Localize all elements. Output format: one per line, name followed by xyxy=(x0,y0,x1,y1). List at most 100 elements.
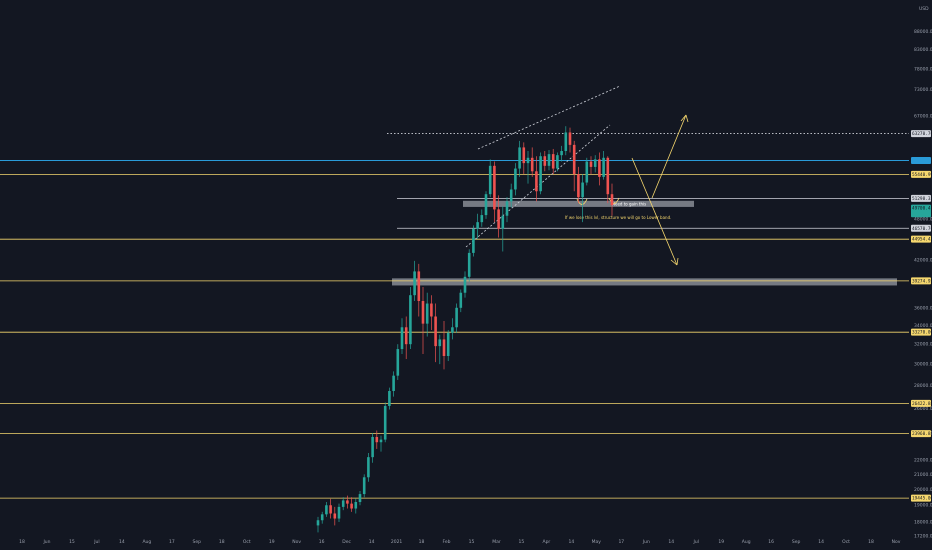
x-tick-label: 15 xyxy=(69,539,75,545)
price-badge-label: 44954.43 xyxy=(912,237,932,243)
candle-body xyxy=(442,339,446,356)
x-tick-label: Apr xyxy=(543,539,551,545)
candle-body xyxy=(476,222,479,229)
price-axis[interactable]: USD 88000.00 83000.00 78000.00 73000.00 6700… xyxy=(914,6,932,540)
x-tick-label: 15 xyxy=(519,539,525,545)
candle-body xyxy=(350,503,353,509)
candle-body xyxy=(320,514,324,521)
price-badge xyxy=(911,210,931,218)
x-tick-label: 14 xyxy=(569,539,575,545)
candle-body xyxy=(367,457,370,478)
x-tick-label: 18 xyxy=(868,539,874,545)
price-badge-label: 55440.99 xyxy=(912,172,932,178)
x-tick-label: Feb xyxy=(443,539,451,545)
candle-body xyxy=(526,157,530,164)
candle-body xyxy=(585,161,589,183)
x-tick-label: 18 xyxy=(19,539,25,545)
currency-label: USD xyxy=(919,6,929,12)
x-tick-label: Aug xyxy=(142,539,151,545)
candle-body xyxy=(371,436,374,458)
candle-body xyxy=(467,252,471,277)
candle-body xyxy=(543,156,547,166)
y-tick-label: 18000.00 xyxy=(914,519,932,525)
candle-body xyxy=(446,332,450,356)
candle-body xyxy=(404,327,408,345)
projection-down-arrow-line[interactable] xyxy=(631,157,678,266)
y-tick-label: 32000.00 xyxy=(914,342,932,348)
candle-body xyxy=(383,405,387,440)
candle-body xyxy=(518,147,521,169)
candle-body xyxy=(535,171,538,192)
price-badge xyxy=(911,430,931,438)
y-tick-label: 34000.00 xyxy=(914,323,932,329)
swing-low-marker-1 xyxy=(576,198,588,205)
x-tick-label: Jun xyxy=(42,539,50,545)
price-badge xyxy=(911,235,931,243)
candle-body xyxy=(539,156,542,192)
candle-body xyxy=(337,506,341,519)
price-badge-label: 49700.41 xyxy=(912,206,932,212)
candle-body xyxy=(501,215,505,229)
candle-body xyxy=(497,209,500,229)
x-tick-label: Aug xyxy=(742,539,751,545)
y-tick-label: 42000.00 xyxy=(914,258,932,264)
candle-body xyxy=(316,520,320,526)
y-tick-label: 73000.00 xyxy=(914,87,932,93)
x-tick-label: May xyxy=(592,539,602,545)
x-tick-label: Nov xyxy=(892,539,901,545)
x-tick-label: Jul xyxy=(693,539,699,545)
y-tick-label: 30000.00 xyxy=(914,362,932,368)
x-tick-label: 2021 xyxy=(391,539,403,545)
y-tick-label: 19000.00 xyxy=(914,503,932,509)
x-tick-label: 17 xyxy=(169,539,175,545)
candle-body xyxy=(593,159,597,167)
candle-body xyxy=(421,301,425,324)
price-badge-label: 23960.88 xyxy=(912,431,932,437)
candle-body xyxy=(547,154,551,166)
y-tick-label: 20000.00 xyxy=(914,487,932,493)
candle-body xyxy=(572,144,576,175)
x-tick-label: 18 xyxy=(419,539,425,545)
candle-body xyxy=(509,189,513,202)
candle-body xyxy=(413,271,416,296)
candle-body xyxy=(333,513,337,519)
candle-body xyxy=(388,391,391,406)
x-tick-label: Nov xyxy=(292,539,301,545)
zone-label: Need to gain this xyxy=(612,201,646,206)
x-tick-label: Oct xyxy=(243,539,251,545)
x-tick-label: 16 xyxy=(319,539,325,545)
price-badge xyxy=(911,156,931,164)
x-tick-label: Jun xyxy=(642,539,650,545)
channel-lower-line[interactable] xyxy=(465,124,611,248)
y-tick-label: 48000.00 xyxy=(914,216,932,222)
projection-down-arrowhead-icon xyxy=(670,257,679,266)
time-axis[interactable]: 18 Jun 15 Jul 14 Aug 17 Sep 18 Oct 19 Nov 16 Dec 14 202… xyxy=(19,539,901,545)
x-tick-label: Mar xyxy=(492,539,501,545)
candle-body xyxy=(577,174,580,198)
annotation-note: If we lose this lvl, structure we will g… xyxy=(565,215,671,220)
candle-body xyxy=(556,155,559,169)
candle-body xyxy=(451,327,454,333)
candle-body xyxy=(375,436,379,443)
price-badge xyxy=(911,130,931,138)
support-resistance-zone xyxy=(392,278,897,286)
price-badge xyxy=(911,194,931,202)
price-badge xyxy=(911,224,931,232)
x-tick-label: Jul xyxy=(93,539,99,545)
price-badge-label: 26422.88 xyxy=(912,401,932,407)
price-badge-label: 63270.70 xyxy=(912,131,932,137)
candle-body xyxy=(505,201,509,216)
candle-body xyxy=(341,500,345,507)
projection-up-arrow-line[interactable] xyxy=(651,114,687,199)
candle-body xyxy=(598,159,601,177)
channel-upper-line[interactable] xyxy=(477,85,621,150)
candle-body xyxy=(400,327,404,350)
candle-body xyxy=(358,494,362,503)
x-tick-label: 14 xyxy=(668,539,674,545)
candle-body xyxy=(354,502,358,509)
price-badge-label: 39274.92 xyxy=(912,278,932,284)
price-badge-label: 33270.00 xyxy=(912,330,932,336)
candle-body xyxy=(568,132,572,145)
price-badge xyxy=(911,204,931,212)
